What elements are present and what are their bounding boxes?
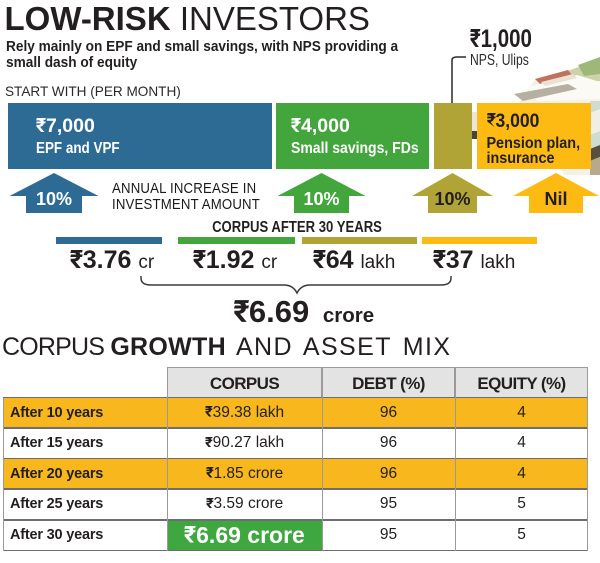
svg-text:10%: 10% bbox=[36, 189, 72, 209]
svg-text:Nil: Nil bbox=[544, 189, 567, 209]
svg-text:10%: 10% bbox=[434, 189, 470, 209]
svg-text:10%: 10% bbox=[303, 189, 339, 209]
